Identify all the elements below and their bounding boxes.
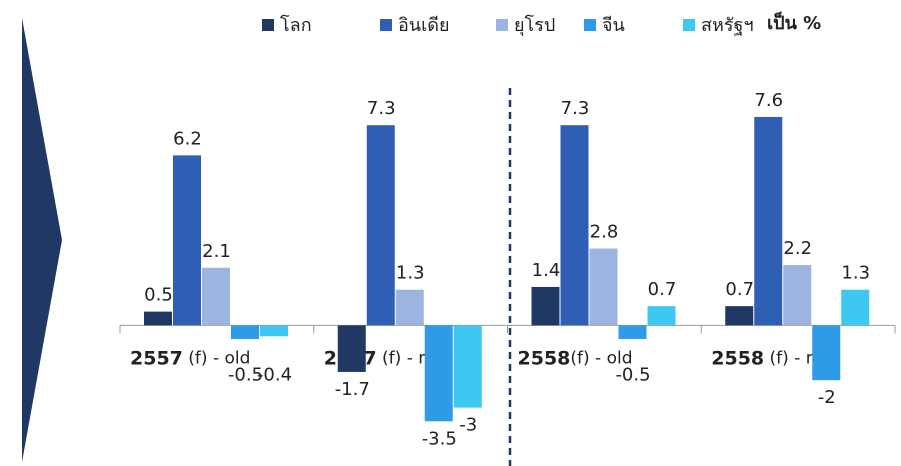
bar [725,306,754,326]
bar [173,155,201,326]
bar [841,289,870,326]
legend-label: ยุโรป [514,14,555,36]
value-label: 2.2 [783,238,812,259]
bar [560,125,589,326]
bar [531,286,560,326]
legend-label: สหรัฐฯ [701,15,754,36]
value-label: 7.3 [561,98,590,119]
value-label: -0.5 [615,364,650,385]
bar [812,325,841,381]
legend-swatch [262,19,274,31]
value-label: 6.2 [173,128,202,149]
value-label: -1.7 [335,379,370,400]
value-label: -0.5 [228,364,263,385]
bar [647,306,676,326]
bar [337,325,366,372]
value-label: -2 [818,387,836,408]
value-label: 2.8 [590,222,619,243]
bar [783,265,812,326]
value-label: -3.5 [422,428,457,449]
legend-swatch [496,19,508,31]
bar [424,325,453,422]
legend-label: จีน [602,15,625,36]
value-label: 1.4 [532,260,561,281]
value-label: 2.1 [202,241,231,262]
value-label: -0.4 [257,364,292,385]
bar [366,125,395,326]
bar [260,325,288,337]
value-label: 7.3 [367,98,396,119]
arrow-shape [22,18,62,462]
bar [453,325,482,408]
legend-swatch [380,19,392,31]
value-label: 1.3 [841,263,870,284]
bar [754,116,783,326]
value-label: 0.5 [144,285,173,306]
legend-swatch [584,19,596,31]
x-tick-label: 2557 (f) - old [130,347,250,369]
bar [202,267,230,326]
value-label: 7.6 [754,90,783,111]
value-label: 0.7 [725,279,754,300]
bar [618,325,647,340]
value-label: -3 [459,415,477,436]
bar [144,311,172,326]
bar [589,248,618,326]
x-tick-label: 2558(f) - old [518,347,633,369]
legend-swatch [683,19,695,31]
unit-label: เป็น % [767,11,821,34]
legend-label: โลก [280,14,312,36]
bar [231,325,259,340]
legend-label: อินเดีย [398,15,450,36]
value-label: 0.7 [648,279,677,300]
value-label: 1.3 [396,263,425,284]
bar [395,289,424,326]
